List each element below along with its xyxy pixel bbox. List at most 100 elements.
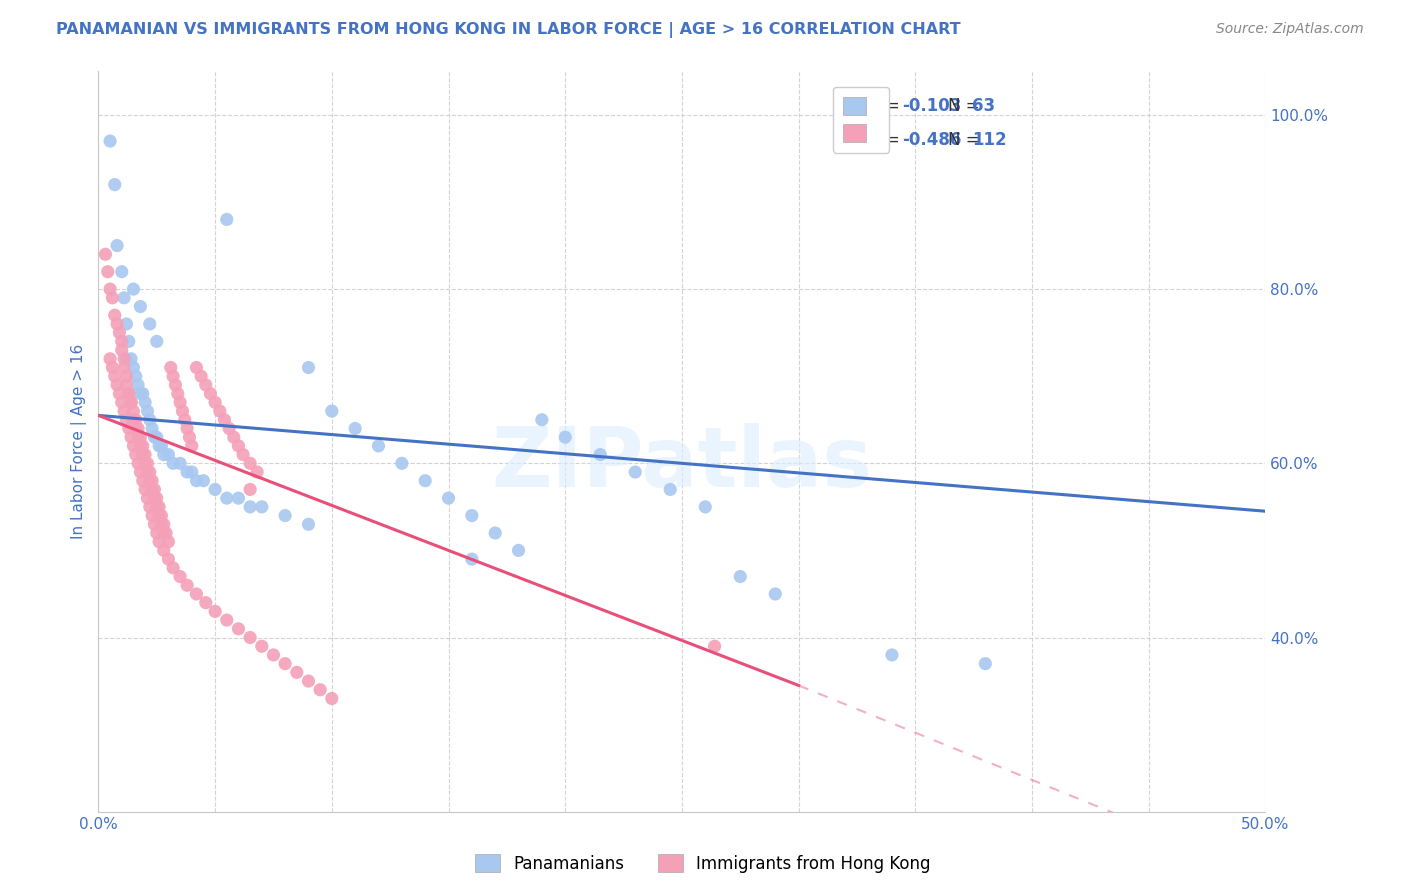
Point bbox=[461, 508, 484, 523]
Point bbox=[274, 657, 297, 671]
Point bbox=[115, 351, 138, 366]
Point bbox=[204, 395, 226, 409]
Point bbox=[215, 212, 238, 227]
Point bbox=[186, 360, 208, 375]
Point bbox=[165, 378, 187, 392]
Point bbox=[152, 526, 174, 541]
Point bbox=[112, 351, 135, 366]
Point bbox=[141, 508, 163, 523]
Point bbox=[437, 491, 460, 505]
Point bbox=[115, 413, 138, 427]
Point bbox=[139, 500, 162, 514]
Point bbox=[141, 474, 163, 488]
Point bbox=[143, 517, 166, 532]
Point bbox=[129, 465, 152, 479]
Point bbox=[104, 178, 127, 192]
Point bbox=[139, 317, 162, 331]
Point bbox=[150, 508, 173, 523]
Point bbox=[190, 369, 212, 384]
Point bbox=[120, 395, 142, 409]
Point bbox=[172, 404, 194, 418]
Point bbox=[169, 569, 191, 583]
Point bbox=[143, 430, 166, 444]
Point bbox=[162, 561, 184, 575]
Point bbox=[139, 465, 162, 479]
Point bbox=[104, 369, 127, 384]
Point bbox=[508, 543, 530, 558]
Point bbox=[413, 474, 436, 488]
Point bbox=[228, 439, 250, 453]
Point bbox=[105, 238, 128, 252]
Point bbox=[157, 552, 180, 566]
Text: Source: ZipAtlas.com: Source: ZipAtlas.com bbox=[1216, 22, 1364, 37]
Text: -0.103: -0.103 bbox=[901, 97, 962, 115]
Point bbox=[146, 430, 169, 444]
Point bbox=[157, 448, 180, 462]
Point bbox=[176, 421, 198, 435]
Point bbox=[115, 378, 138, 392]
Point bbox=[118, 334, 141, 349]
Point bbox=[146, 526, 169, 541]
Point bbox=[132, 386, 155, 401]
Point bbox=[173, 413, 195, 427]
Point bbox=[122, 413, 145, 427]
Point bbox=[321, 404, 343, 418]
Text: PANAMANIAN VS IMMIGRANTS FROM HONG KONG IN LABOR FORCE | AGE > 16 CORRELATION CH: PANAMANIAN VS IMMIGRANTS FROM HONG KONG … bbox=[56, 22, 960, 38]
Point bbox=[297, 517, 319, 532]
Point bbox=[125, 413, 148, 427]
Point bbox=[297, 674, 319, 689]
Point bbox=[101, 360, 124, 375]
Point bbox=[297, 360, 319, 375]
Text: N =: N = bbox=[949, 131, 986, 149]
Point bbox=[118, 386, 141, 401]
Point bbox=[159, 360, 181, 375]
Point bbox=[214, 413, 236, 427]
Point bbox=[186, 474, 208, 488]
Point bbox=[193, 474, 215, 488]
Point bbox=[200, 386, 222, 401]
Point bbox=[659, 483, 682, 497]
Point bbox=[141, 421, 163, 435]
Point bbox=[136, 465, 159, 479]
Text: R =: R = bbox=[869, 97, 905, 115]
Point bbox=[150, 517, 173, 532]
Point bbox=[141, 483, 163, 497]
Point bbox=[143, 483, 166, 497]
Point bbox=[367, 439, 389, 453]
Point bbox=[134, 456, 156, 470]
Point bbox=[530, 413, 553, 427]
Point bbox=[111, 265, 134, 279]
Point bbox=[180, 439, 202, 453]
Text: N =: N = bbox=[949, 97, 986, 115]
Point bbox=[115, 317, 138, 331]
Point bbox=[624, 465, 647, 479]
Point bbox=[122, 360, 145, 375]
Point bbox=[166, 386, 188, 401]
Point bbox=[118, 386, 141, 401]
Point bbox=[232, 448, 254, 462]
Point bbox=[111, 343, 134, 357]
Point bbox=[215, 613, 238, 627]
Point bbox=[880, 648, 903, 662]
Point bbox=[695, 500, 717, 514]
Point bbox=[148, 439, 170, 453]
Point bbox=[228, 491, 250, 505]
Point bbox=[176, 578, 198, 592]
Point bbox=[391, 456, 413, 470]
Point bbox=[228, 622, 250, 636]
Legend: Panamanians, Immigrants from Hong Kong: Panamanians, Immigrants from Hong Kong bbox=[468, 847, 938, 880]
Point bbox=[129, 300, 152, 314]
Point bbox=[115, 369, 138, 384]
Point bbox=[309, 682, 332, 697]
Point bbox=[105, 378, 128, 392]
Text: 63: 63 bbox=[972, 97, 995, 115]
Point bbox=[250, 639, 273, 653]
Point bbox=[194, 378, 217, 392]
Point bbox=[108, 326, 131, 340]
Point bbox=[122, 282, 145, 296]
Point bbox=[285, 665, 308, 680]
Point bbox=[101, 291, 124, 305]
Point bbox=[176, 465, 198, 479]
Point bbox=[127, 378, 149, 392]
Text: R =: R = bbox=[869, 131, 905, 149]
